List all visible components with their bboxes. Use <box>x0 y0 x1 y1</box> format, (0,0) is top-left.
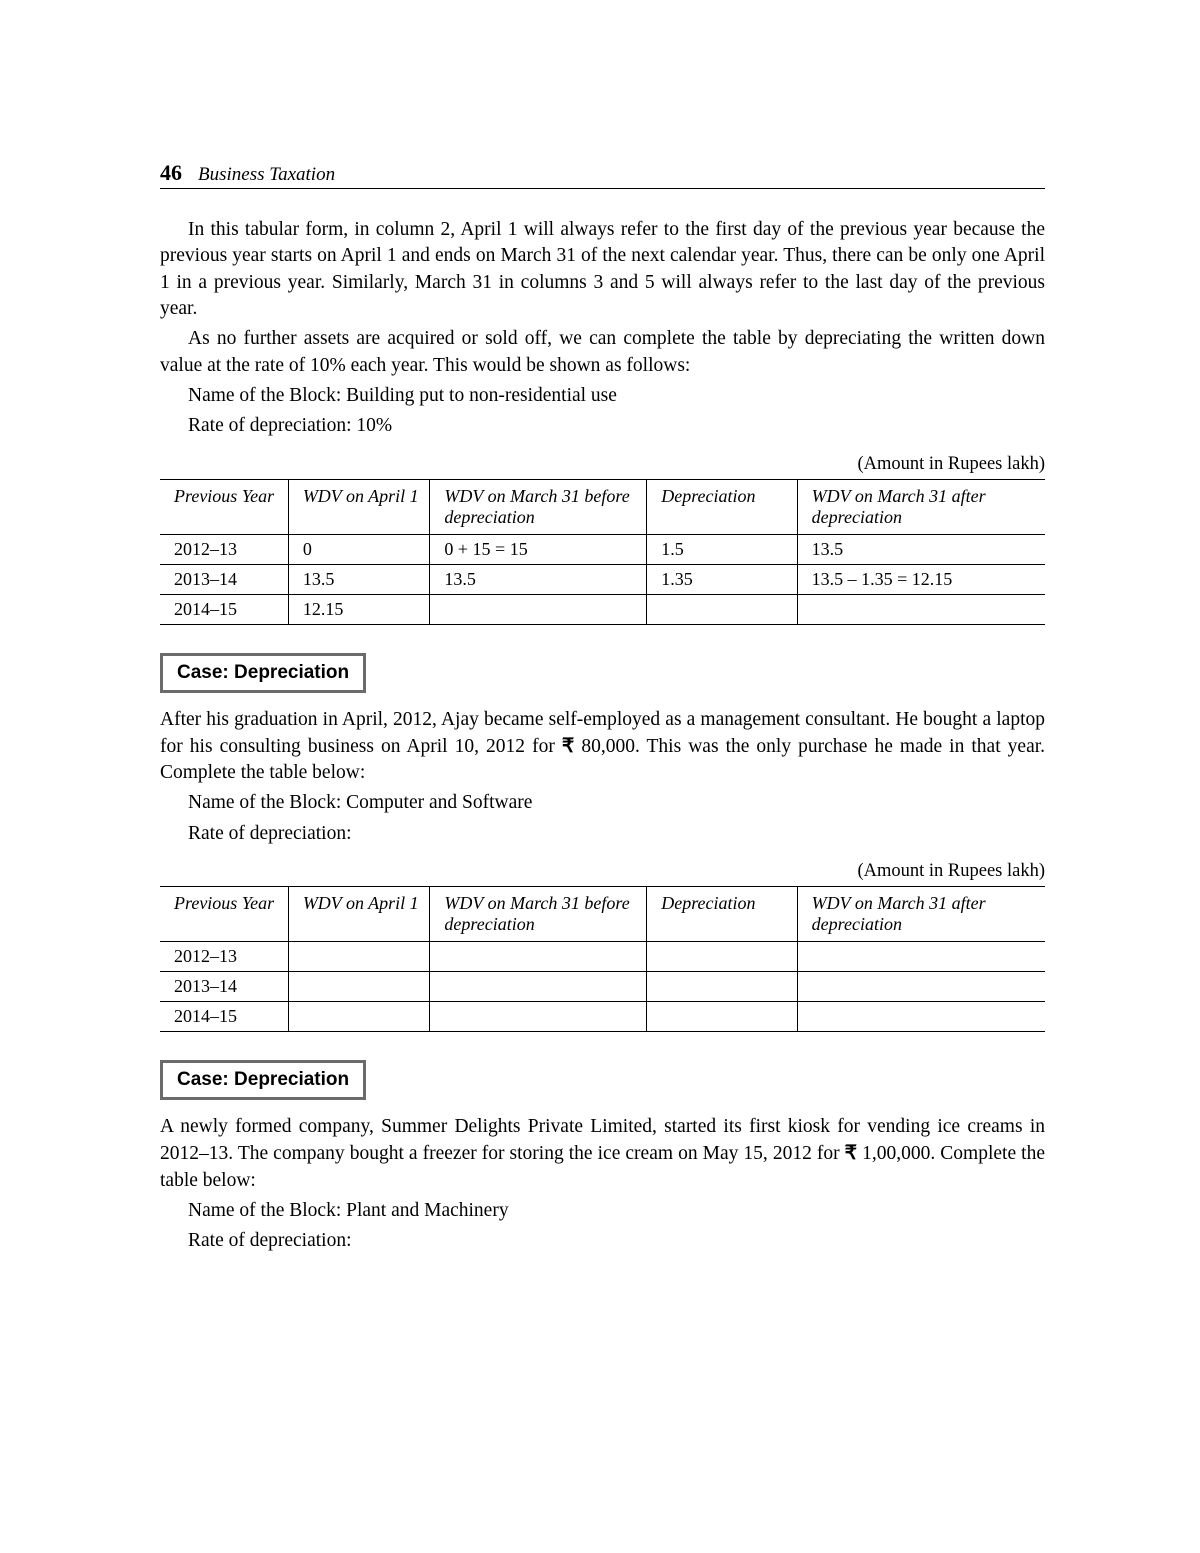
cell <box>430 942 647 972</box>
table-row: 2014–15 12.15 <box>160 594 1045 624</box>
col-wdv-march-before: WDV on March 31 before depreciation <box>430 479 647 534</box>
cell <box>647 972 797 1002</box>
block-rate-3: Rate of depreciation: <box>160 1228 1045 1254</box>
cell: 2014–15 <box>160 1002 288 1032</box>
case-heading-2: Case: Depreciation <box>160 1060 366 1100</box>
case-1-amount: 80,000 <box>581 736 635 757</box>
cell <box>797 1002 1045 1032</box>
cell: 2013–14 <box>160 564 288 594</box>
intro-paragraph-2: As no further assets are acquired or sol… <box>160 326 1045 379</box>
table-row: 2012–13 <box>160 942 1045 972</box>
cell <box>430 1002 647 1032</box>
cell: 0 <box>288 534 430 564</box>
cell: 2013–14 <box>160 972 288 1002</box>
block-name-1: Name of the Block: Building put to non-r… <box>160 383 1045 409</box>
table-header-row: Previous Year WDV on April 1 WDV on Marc… <box>160 479 1045 534</box>
case-heading-1: Case: Depreciation <box>160 653 366 693</box>
cell <box>430 972 647 1002</box>
cell: 2012–13 <box>160 534 288 564</box>
cell <box>797 594 1045 624</box>
col-previous-year: Previous Year <box>160 887 288 942</box>
table-row: 2013–14 13.5 13.5 1.35 13.5 – 1.35 = 12.… <box>160 564 1045 594</box>
cell <box>647 594 797 624</box>
case-1-paragraph: After his graduation in April, 2012, Aja… <box>160 707 1045 787</box>
cell: 2012–13 <box>160 942 288 972</box>
col-wdv-march-after: WDV on March 31 after depreciation <box>797 887 1045 942</box>
block-rate-2: Rate of depreciation: <box>160 821 1045 847</box>
cell: 1.35 <box>647 564 797 594</box>
rupee-icon: ₹ <box>845 1142 857 1164</box>
cell: 13.5 <box>430 564 647 594</box>
cell <box>288 942 430 972</box>
cell <box>288 972 430 1002</box>
intro-paragraph-1: In this tabular form, in column 2, April… <box>160 217 1045 322</box>
cell <box>797 942 1045 972</box>
cell: 12.15 <box>288 594 430 624</box>
unit-note-2: (Amount in Rupees lakh) <box>160 861 1045 882</box>
running-header: 46 Business Taxation <box>160 160 1045 189</box>
table-header-row: Previous Year WDV on April 1 WDV on Marc… <box>160 887 1045 942</box>
cell: 2014–15 <box>160 594 288 624</box>
cell: 0 + 15 = 15 <box>430 534 647 564</box>
rupee-icon: ₹ <box>562 735 574 757</box>
textbook-page: 46 Business Taxation In this tabular for… <box>0 0 1200 1553</box>
col-previous-year: Previous Year <box>160 479 288 534</box>
col-wdv-april-1: WDV on April 1 <box>288 479 430 534</box>
col-depreciation: Depreciation <box>647 887 797 942</box>
cell: 13.5 <box>797 534 1045 564</box>
table-row: 2014–15 <box>160 1002 1045 1032</box>
table-row: 2013–14 <box>160 972 1045 1002</box>
block-rate-1: Rate of depreciation: 10% <box>160 413 1045 439</box>
page-number: 46 <box>160 160 182 186</box>
col-depreciation: Depreciation <box>647 479 797 534</box>
block-name-3: Name of the Block: Plant and Machinery <box>160 1198 1045 1224</box>
col-wdv-march-after: WDV on March 31 after depreciation <box>797 479 1045 534</box>
cell: 1.5 <box>647 534 797 564</box>
depreciation-table-1: Previous Year WDV on April 1 WDV on Marc… <box>160 479 1045 625</box>
cell: 13.5 – 1.35 = 12.15 <box>797 564 1045 594</box>
cell <box>430 594 647 624</box>
depreciation-table-2: Previous Year WDV on April 1 WDV on Marc… <box>160 886 1045 1032</box>
unit-note-1: (Amount in Rupees lakh) <box>160 454 1045 475</box>
col-wdv-march-before: WDV on March 31 before depreciation <box>430 887 647 942</box>
case-2-paragraph: A newly formed company, Summer Delights … <box>160 1114 1045 1194</box>
table-row: 2012–13 0 0 + 15 = 15 1.5 13.5 <box>160 534 1045 564</box>
book-title: Business Taxation <box>198 164 335 186</box>
cell <box>647 1002 797 1032</box>
cell <box>288 1002 430 1032</box>
cell <box>647 942 797 972</box>
block-name-2: Name of the Block: Computer and Software <box>160 790 1045 816</box>
cell <box>797 972 1045 1002</box>
case-2-amount: 1,00,000 <box>862 1143 930 1164</box>
cell: 13.5 <box>288 564 430 594</box>
col-wdv-april-1: WDV on April 1 <box>288 887 430 942</box>
